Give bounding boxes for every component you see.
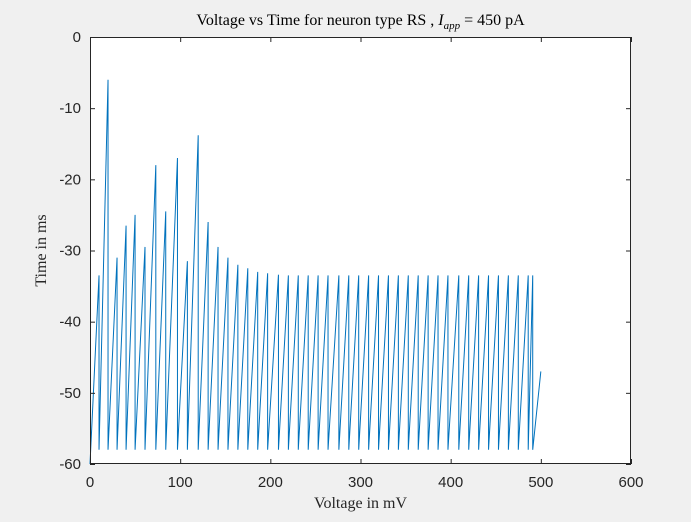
chart-title-suffix: = 450 pA bbox=[460, 12, 525, 29]
series-line-voltage bbox=[89, 79, 542, 465]
y-tick-label: -60 bbox=[59, 456, 81, 473]
x-tick-label: 500 bbox=[528, 474, 553, 491]
x-axis-label: Voltage in mV bbox=[314, 495, 407, 512]
y-tick-label: -20 bbox=[59, 171, 81, 188]
x-tick-label: 400 bbox=[438, 474, 463, 491]
x-tick-label: 0 bbox=[86, 474, 94, 491]
x-tick-label: 100 bbox=[168, 474, 193, 491]
x-tick-label: 200 bbox=[258, 474, 283, 491]
y-tick-label: 0 bbox=[73, 29, 81, 46]
x-tick-label: 300 bbox=[348, 474, 373, 491]
axis-ticks: 0 100 200 300 400 500 600 0 -10 -20 -30 -40 -50 -60 bbox=[59, 29, 643, 491]
chart-title-prefix: Voltage vs Time for neuron type RS , bbox=[196, 12, 438, 29]
y-tick-label: -40 bbox=[59, 314, 81, 331]
chart-title: Voltage vs Time for neuron type RS , Iap… bbox=[196, 12, 525, 32]
chart-title-var: I bbox=[437, 12, 444, 29]
y-axis-label: Time in ms bbox=[33, 214, 50, 286]
plot-area bbox=[90, 37, 631, 464]
y-tick-label: -30 bbox=[59, 243, 81, 260]
y-tick-label: -50 bbox=[59, 385, 81, 402]
y-tick-label: -10 bbox=[59, 100, 81, 117]
voltage-trace bbox=[89, 79, 542, 465]
chart-title-subscript: app bbox=[444, 20, 461, 32]
x-tick-label: 600 bbox=[618, 474, 643, 491]
